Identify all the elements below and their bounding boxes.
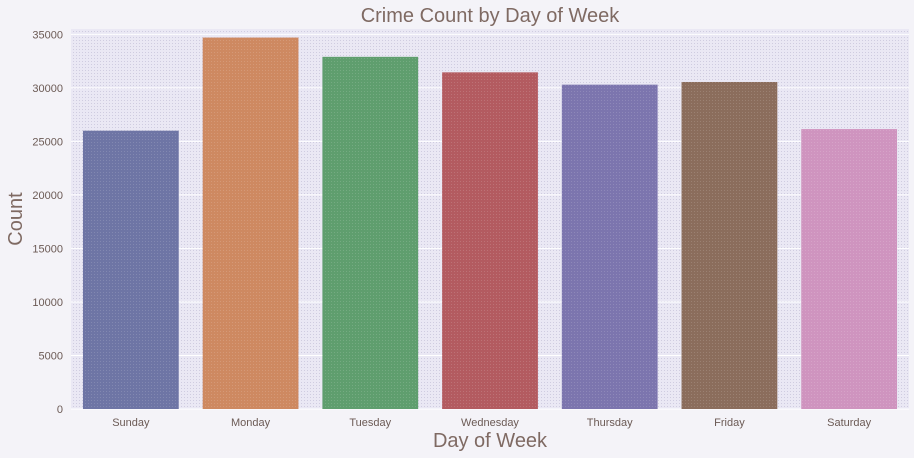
y-tick-label-6: 30000 [32, 83, 63, 95]
y-tick-label-2: 10000 [32, 297, 63, 309]
x-tick-label-wednesday: Wednesday [461, 417, 519, 429]
bar-texture-saturday [801, 129, 898, 409]
chart-title: Crime Count by Day of Week [361, 5, 621, 27]
bar-texture-wednesday [442, 72, 538, 409]
y-tick-label-1: 5000 [39, 350, 63, 362]
x-axis-label: Day of Week [433, 430, 548, 452]
bar-texture-sunday [82, 130, 179, 410]
y-tick-label-3: 15000 [32, 243, 63, 255]
y-axis-label: Count [5, 192, 27, 246]
bar-texture-monday [202, 37, 299, 409]
bar-texture-thursday [561, 84, 658, 409]
x-tick-label-thursday: Thursday [587, 417, 633, 429]
bar-texture-tuesday [322, 56, 419, 409]
bars [82, 37, 898, 410]
x-tick-label-friday: Friday [714, 417, 745, 429]
y-tick-labels: 0 5000 10000 15000 20000 25000 30000 35000 [32, 29, 63, 416]
x-tick-label-sunday: Sunday [112, 417, 150, 429]
x-tick-labels: Sunday Monday Tuesday Wednesday Thursday Frid… [112, 417, 871, 429]
y-tick-label-4: 20000 [32, 190, 63, 202]
y-tick-label-0: 0 [57, 404, 63, 416]
x-tick-label-monday: Monday [231, 417, 271, 429]
bar-texture-friday [681, 81, 778, 410]
y-tick-label-5: 25000 [32, 136, 63, 148]
x-tick-label-tuesday: Tuesday [349, 417, 391, 429]
y-tick-label-7: 35000 [32, 29, 63, 41]
x-tick-label-saturday: Saturday [827, 417, 872, 429]
